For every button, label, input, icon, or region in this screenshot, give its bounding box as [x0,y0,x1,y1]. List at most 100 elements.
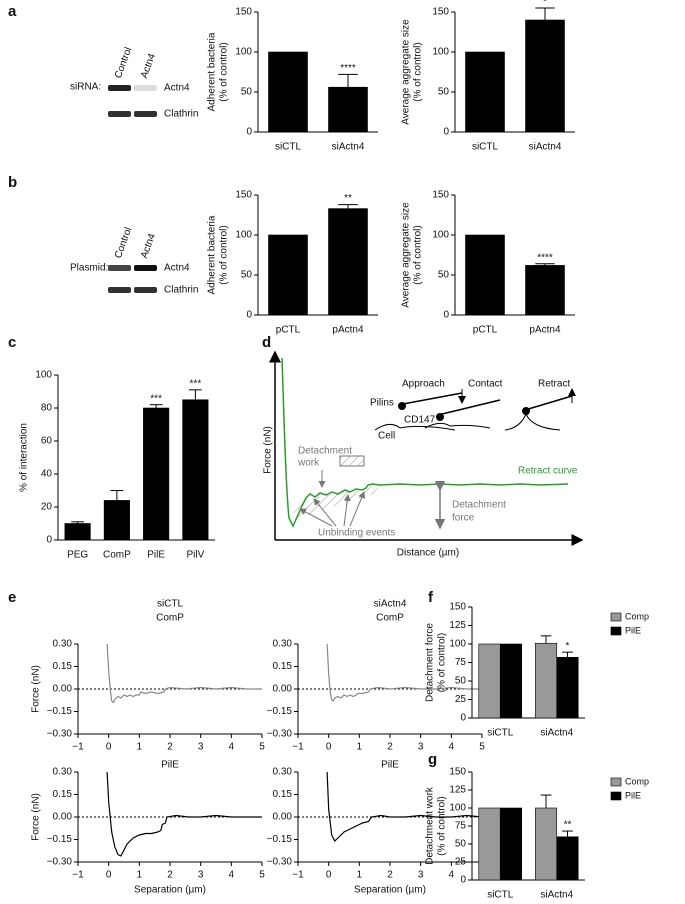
y-tick-label: 150 [449,602,466,613]
x-tick-label: 0 [106,870,112,881]
label: Detachment [452,500,506,511]
work-area [288,485,380,520]
y-axis-label: (% of control) [437,796,448,855]
x-tick-label: 1 [137,742,143,753]
y-tick-label: −0.15 [47,706,73,717]
y-axis-label: (% of control) [219,225,230,284]
y-tick-label: 80 [41,403,53,414]
band [134,111,157,117]
bar [328,86,368,133]
lane-label: Control [113,46,134,80]
y-tick-label: 150 [449,767,466,778]
x-tick-label: 3 [198,870,204,881]
bar [534,807,558,881]
x-tick-label: 5 [259,870,265,881]
y-tick-label: 50 [455,676,467,687]
y-tick-label: 75 [455,821,467,832]
y-tick-label: −0.30 [267,857,293,868]
schematic: Force (nN) Distance (µm) Retract curve D… [263,350,584,559]
x-tick-label: 2 [167,870,173,881]
x-tick-label: 1 [357,742,363,753]
bar [328,208,368,316]
y-axis-label: (% of control) [413,42,424,101]
y-tick-label: 25 [455,694,467,705]
y-tick-label: 125 [449,620,466,631]
x-tick-label: 3 [418,870,424,881]
y-tick-label: 40 [41,469,53,480]
bar [525,19,565,133]
significance: *** [190,378,202,389]
y-tick-label: 0.15 [273,789,293,800]
y-axis-label: (% of control) [219,42,230,101]
significance: **** [340,63,356,74]
y-tick-label: 50 [455,839,467,850]
bacterium [522,407,530,415]
bar [556,657,579,719]
x-tick-label: siCTL [275,142,302,153]
y-tick-label: 0.00 [273,812,293,823]
y-tick-label: 150 [235,7,252,18]
band [108,85,131,91]
y-tick-label: 0.30 [53,767,73,778]
chart-title: PilE [161,760,179,771]
y-axis-label: Adherent bacteria [207,32,218,111]
chart-title: siActn4 [374,599,407,610]
significance: **** [537,252,553,263]
band-label: Clathrin [164,285,198,296]
x-tick-label: 0 [106,742,112,753]
y-tick-label: 100 [432,230,449,241]
y-tick-label: 0 [460,875,466,886]
x-tick-label: 3 [418,742,424,753]
label: CD147 [404,415,436,426]
arrow [313,498,337,527]
significance: *** [150,393,162,404]
x-tick-label: 0 [326,870,332,881]
y-tick-label: 150 [432,190,449,201]
cantilever [437,399,501,416]
force-curve [106,643,262,704]
y-tick-label: 50 [241,87,253,98]
y-tick-label: 100 [432,47,449,58]
bar [478,807,501,881]
y-tick-label: 0 [46,535,52,546]
band-label: Actn4 [164,263,190,274]
x-tick-label: 2 [387,870,393,881]
y-tick-label: 100 [235,47,252,58]
x-tick-label: 1 [137,870,143,881]
bar [465,51,505,133]
arrow [299,508,333,527]
band [108,265,131,271]
force-curve [106,771,262,857]
arrow [349,491,365,527]
x-tick-label: 5 [479,742,485,753]
y-axis-label: Average aggregate size [401,202,412,308]
bar [525,265,565,316]
y-tick-label: −0.30 [267,729,293,740]
x-tick-label: ComP [103,550,131,561]
band [134,265,157,271]
legend-swatch [339,455,365,467]
y-tick-label: 0.15 [273,661,293,672]
y-tick-label: 100 [449,803,466,814]
x-tick-label: siCTL [487,728,514,739]
x-tick-label: PilV [186,550,204,561]
x-tick-label: 2 [167,742,173,753]
y-tick-label: 150 [432,7,449,18]
bar [499,807,523,881]
y-axis-label: % of interaction [19,423,30,492]
y-tick-label: −0.30 [47,857,73,868]
y-tick-label: −0.15 [47,834,73,845]
legend-swatch [610,791,622,801]
x-tick-label: 4 [229,870,235,881]
bar [499,643,523,719]
band [134,287,157,293]
bacterium [436,413,444,421]
significance: ** [564,820,572,831]
x-tick-label: pCTL [473,325,498,336]
step-label: Approach [402,379,445,390]
step-label: Contact [468,379,503,390]
significance: ** [344,193,352,204]
force-curve [326,771,483,842]
chart-title: ComP [156,613,184,624]
